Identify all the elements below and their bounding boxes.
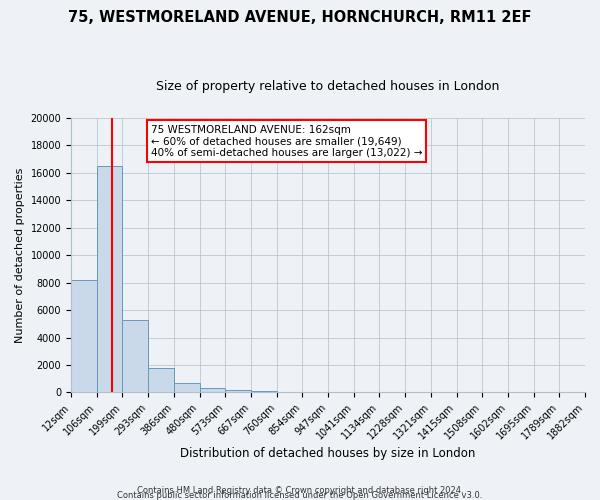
Bar [174,383,200,392]
Text: Contains public sector information licensed under the Open Government Licence v3: Contains public sector information licen… [118,491,482,500]
Bar [225,390,251,392]
Text: 75, WESTMORELAND AVENUE, HORNCHURCH, RM11 2EF: 75, WESTMORELAND AVENUE, HORNCHURCH, RM1… [68,10,532,25]
Bar [148,368,174,392]
Y-axis label: Number of detached properties: Number of detached properties [15,168,25,343]
Bar [200,388,225,392]
Text: 75 WESTMORELAND AVENUE: 162sqm
← 60% of detached houses are smaller (19,649)
40%: 75 WESTMORELAND AVENUE: 162sqm ← 60% of … [151,124,422,158]
Bar [122,320,148,392]
Bar [71,280,97,392]
Text: Contains HM Land Registry data © Crown copyright and database right 2024.: Contains HM Land Registry data © Crown c… [137,486,463,495]
Title: Size of property relative to detached houses in London: Size of property relative to detached ho… [157,80,500,93]
Bar [251,391,277,392]
X-axis label: Distribution of detached houses by size in London: Distribution of detached houses by size … [181,447,476,460]
Bar [97,166,122,392]
